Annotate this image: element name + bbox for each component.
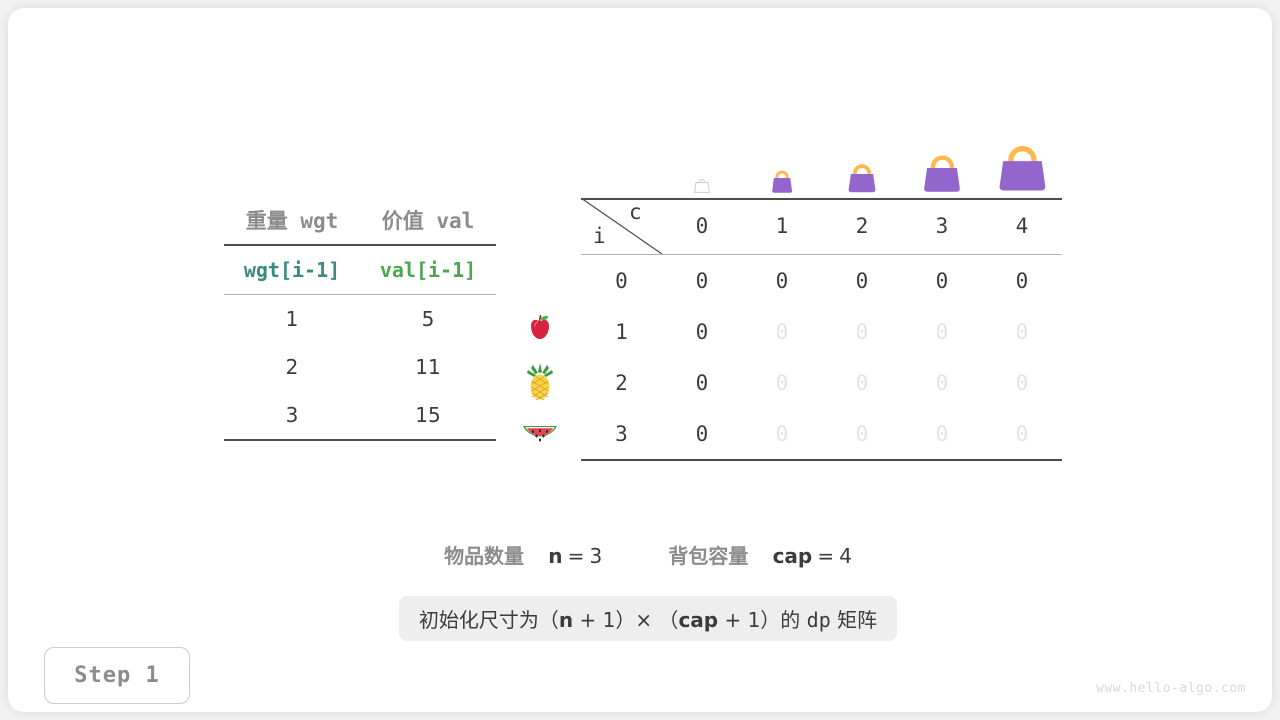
caption-mid2: + 1）的 — [718, 608, 807, 632]
dp-row-header-2: 2 — [615, 370, 628, 395]
dp-cell-3-4: 0 — [1015, 421, 1029, 446]
item-value-3: 15 — [415, 403, 441, 427]
dp-cell-1-0: 0 — [695, 319, 709, 344]
dp-cell-3-2: 0 — [855, 421, 869, 446]
items-table-row: 2 11 — [224, 343, 496, 391]
apple-icon — [514, 304, 566, 355]
items-table-header-row: 重量 wgt 价值 val — [224, 196, 496, 246]
items-header-value: 价值 val — [381, 209, 475, 233]
dp-row: 1 0 0 0 0 0 — [581, 306, 1062, 357]
item-count-value: 3 — [589, 544, 603, 568]
dp-row-header-0: 0 — [615, 268, 628, 293]
dp-row-header-3: 3 — [615, 421, 628, 446]
bag-icon-cap-2 — [822, 126, 902, 194]
dp-row: 3 0 0 0 0 0 — [581, 408, 1062, 461]
dp-row: 0 0 0 0 0 0 — [581, 255, 1062, 306]
capacity-label: 背包容量 — [668, 544, 749, 568]
items-table-row: 1 5 — [224, 295, 496, 343]
caption-mid1: + 1）× （ — [573, 608, 679, 632]
item-count-var: n — [548, 544, 563, 568]
item-weight-2: 2 — [285, 355, 299, 379]
caption-wrapper: 初始化尺寸为（n + 1）× （cap + 1）的 dp 矩阵 — [8, 596, 1280, 641]
dp-cell-3-3: 0 — [935, 421, 949, 446]
capacity-equals: = — [817, 544, 835, 568]
bag-icon-cap-0 — [662, 126, 742, 194]
caption-dp: dp — [806, 608, 831, 632]
dp-table-corner-cell: c i — [581, 198, 662, 254]
dp-cell-1-1: 0 — [775, 319, 789, 344]
caption-prefix: 初始化尺寸为（ — [418, 608, 559, 632]
dp-table: 0 1 2 3 4 0 0 0 0 0 0 1 — [581, 198, 1062, 461]
item-weight-3: 3 — [285, 403, 299, 427]
item-weight-1: 1 — [285, 307, 299, 331]
caption-suffix: 矩阵 — [830, 608, 878, 632]
dp-cell-3-1: 0 — [775, 421, 789, 446]
items-subheader-val: val[i-1] — [379, 258, 477, 282]
capacity-value: 4 — [839, 544, 852, 568]
step-badge: Step 1 — [44, 647, 190, 704]
slide-card: 重量 wgt 价值 val wgt[i-1] val[i-1] 1 5 2 11… — [8, 8, 1272, 712]
dp-header-row: 0 1 2 3 4 — [581, 198, 1062, 255]
items-table-row: 3 15 — [224, 391, 496, 441]
dp-cell-0-2: 0 — [855, 268, 869, 293]
dp-cell-1-4: 0 — [1015, 319, 1029, 344]
item-value-2: 11 — [415, 355, 441, 379]
watermelon-icon — [514, 406, 566, 457]
dp-cell-3-0: 0 — [695, 421, 709, 446]
dp-col-header-1: 1 — [775, 214, 789, 238]
dp-col-header-0: 0 — [695, 214, 709, 238]
dp-row: 2 0 0 0 0 0 — [581, 357, 1062, 408]
caption-box: 初始化尺寸为（n + 1）× （cap + 1）的 dp 矩阵 — [398, 596, 898, 641]
step-badge-label: Step 1 — [74, 663, 160, 688]
dp-col-header-4: 4 — [1015, 214, 1029, 238]
dp-cell-0-1: 0 — [775, 268, 789, 293]
items-header-weight: 重量 wgt — [245, 209, 339, 233]
dp-cell-0-4: 0 — [1015, 268, 1029, 293]
dp-cell-1-2: 0 — [855, 319, 869, 344]
dp-cell-2-0: 0 — [695, 370, 709, 395]
dp-axis-label-i: i — [593, 224, 606, 248]
fruit-icon-column — [514, 304, 566, 457]
dp-cell-2-1: 0 — [775, 370, 789, 395]
dp-cell-0-3: 0 — [935, 268, 949, 293]
bag-icon-cap-3 — [902, 126, 982, 194]
dp-axis-label-c: c — [629, 200, 642, 224]
dp-col-header-2: 2 — [855, 214, 869, 238]
dp-table-top-border — [581, 198, 1062, 200]
bag-capacity-row — [662, 126, 1062, 194]
item-value-1: 5 — [421, 307, 435, 331]
dp-cell-2-4: 0 — [1015, 370, 1029, 395]
dp-cell-2-3: 0 — [935, 370, 949, 395]
items-table: 重量 wgt 价值 val wgt[i-1] val[i-1] 1 5 2 11… — [224, 196, 496, 441]
caption-n: n — [558, 608, 574, 632]
capacity-var: cap — [772, 544, 813, 568]
bag-icon-cap-4 — [982, 126, 1062, 194]
dp-col-headers: 0 1 2 3 4 — [662, 214, 1062, 238]
dp-cell-2-2: 0 — [855, 370, 869, 395]
items-subheader-wgt: wgt[i-1] — [243, 258, 341, 282]
dp-col-header-3: 3 — [935, 214, 949, 238]
item-count-label: 物品数量 — [444, 544, 525, 568]
dp-cell-0-0: 0 — [695, 268, 709, 293]
item-count-equals: = — [567, 544, 585, 568]
bag-icon-cap-1 — [742, 126, 822, 194]
pineapple-icon — [514, 355, 566, 406]
stats-line: 物品数量 n = 3 背包容量 cap = 4 — [8, 540, 1280, 569]
items-table-subheader-row: wgt[i-1] val[i-1] — [224, 246, 496, 295]
watermark: www.hello-algo.com — [1096, 681, 1246, 696]
caption-cap: cap — [678, 608, 719, 632]
dp-cell-1-3: 0 — [935, 319, 949, 344]
dp-row-header-1: 1 — [615, 319, 628, 344]
